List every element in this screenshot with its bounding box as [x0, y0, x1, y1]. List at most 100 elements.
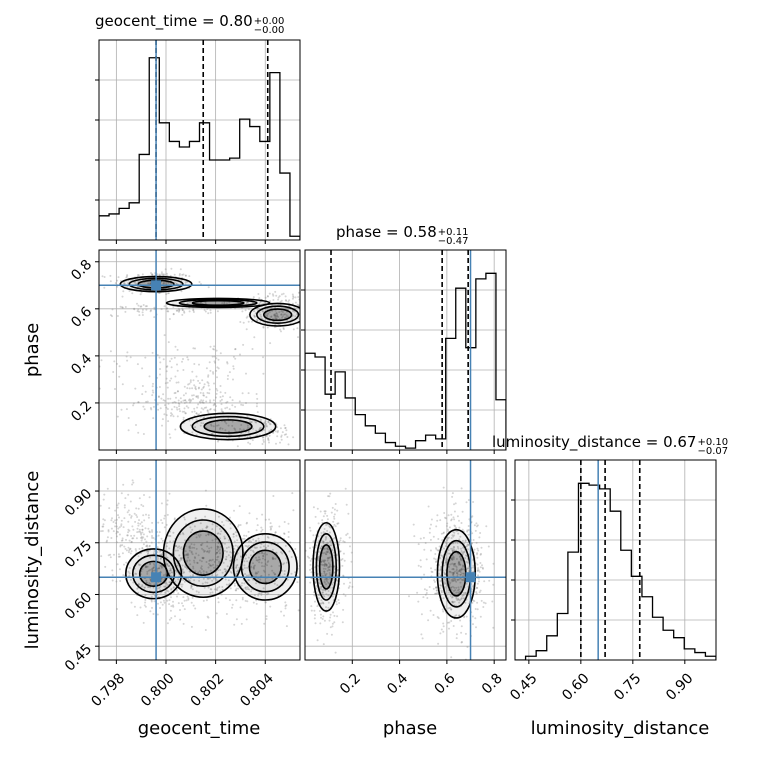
sample-point [327, 601, 330, 604]
sample-point [339, 550, 342, 553]
sample-point [229, 396, 232, 399]
sample-point [328, 563, 331, 566]
sample-point [213, 560, 216, 563]
sample-point [284, 426, 287, 429]
sample-point [482, 606, 485, 608]
sample-point [259, 313, 262, 316]
sample-point [145, 400, 148, 403]
sample-point [341, 564, 344, 567]
sample-point [420, 613, 423, 616]
sample-point [297, 291, 300, 294]
sample-point [194, 517, 197, 520]
sample-point [267, 536, 270, 539]
sample-point [260, 526, 263, 529]
sample-point [254, 540, 257, 543]
sample-point [213, 588, 216, 591]
sample-point [160, 553, 163, 556]
sample-point [310, 605, 313, 608]
sample-point [457, 563, 460, 566]
sample-point [160, 565, 163, 568]
sample-point [182, 399, 185, 402]
sample-point [316, 639, 319, 642]
sample-point [454, 502, 457, 505]
sample-point [137, 304, 140, 307]
sample-point [466, 529, 469, 532]
sample-point [455, 586, 458, 589]
sample-point [460, 547, 462, 550]
sample-point [337, 569, 339, 571]
sample-point [169, 569, 172, 572]
sample-point [133, 307, 136, 310]
sample-point [174, 544, 177, 547]
sample-point [321, 601, 324, 604]
sample-point [197, 554, 200, 557]
sample-point [219, 569, 222, 571]
sample-point [283, 614, 285, 617]
sample-point [138, 528, 141, 531]
sample-point [130, 541, 133, 544]
sample-point [283, 316, 286, 319]
sample-point [479, 562, 482, 564]
sample-point [160, 273, 163, 275]
sample-point [263, 570, 266, 573]
sample-point [163, 585, 166, 588]
sample-point [309, 563, 312, 566]
sample-point [423, 588, 426, 591]
sample-point [320, 588, 323, 591]
sample-point [202, 385, 205, 388]
sample-point [464, 557, 467, 560]
sample-point [312, 534, 315, 537]
sample-point [197, 534, 200, 537]
sample-point [116, 504, 119, 507]
sample-point [430, 523, 432, 526]
sample-point [451, 534, 454, 537]
sample-point [322, 574, 324, 577]
sample-point [172, 531, 175, 534]
sample-point [443, 578, 446, 581]
sample-point [113, 360, 116, 363]
sample-point [264, 601, 267, 604]
sample-point [211, 432, 214, 435]
sample-point [165, 307, 168, 310]
sample-point [127, 531, 130, 534]
sample-point [275, 294, 278, 297]
sample-point [184, 274, 187, 277]
sample-point [164, 404, 166, 407]
sample-point [318, 597, 320, 600]
sample-point [156, 546, 159, 549]
truth-marker [465, 572, 476, 583]
sample-point [116, 362, 118, 365]
sample-point [144, 538, 146, 541]
sample-point [279, 328, 282, 331]
sample-point [133, 605, 136, 608]
sample-point [446, 539, 449, 542]
sample-point [247, 431, 250, 433]
sample-point [321, 618, 324, 620]
tick-label-y-luminosity_distance: 0.75 [62, 538, 95, 571]
sample-point [215, 349, 218, 352]
sample-point [265, 424, 268, 427]
sample-point [284, 607, 287, 610]
sample-point [476, 547, 479, 550]
sample-point [442, 610, 445, 613]
sample-point [220, 403, 223, 406]
sample-point [251, 439, 254, 442]
sample-point [237, 570, 239, 572]
sample-point [147, 514, 150, 517]
sample-point [464, 591, 467, 594]
sample-point [217, 601, 220, 604]
tick-label-x-geocent_time: 0.798 [88, 670, 128, 710]
sample-point [181, 309, 184, 311]
sample-point [180, 557, 183, 560]
sample-point [319, 622, 322, 625]
sample-point [128, 549, 131, 552]
sample-point [270, 428, 273, 431]
sample-point [321, 591, 324, 594]
sample-point [258, 561, 261, 564]
sample-point [151, 535, 153, 537]
sample-point [152, 537, 155, 539]
tick-label-x-geocent_time: 0.800 [138, 670, 178, 710]
sample-point [148, 545, 151, 548]
sample-point [203, 394, 205, 397]
sample-point [142, 304, 145, 306]
